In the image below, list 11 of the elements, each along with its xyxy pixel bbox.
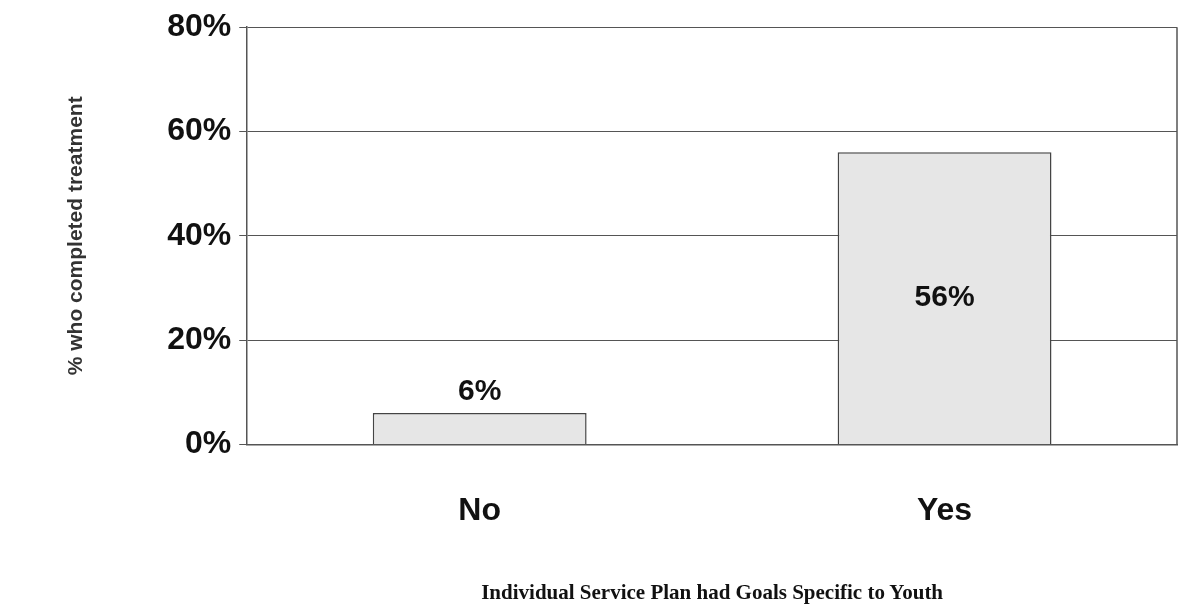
x-tick-label: No [458, 491, 502, 528]
y-axis-title: % who completed treatment [63, 96, 87, 376]
x-tick-label: Yes [916, 491, 973, 528]
data-label: 56% [914, 279, 975, 313]
y-tick-label: 0% [185, 424, 232, 461]
y-tick-label: 80% [167, 7, 232, 44]
x-axis-title: Individual Service Plan had Goals Specific to Youth [481, 579, 944, 604]
data-label: 6% [458, 373, 502, 407]
y-tick-label: 20% [167, 319, 232, 356]
y-tick-label: 60% [167, 111, 232, 148]
y-tick-label: 40% [167, 215, 232, 252]
